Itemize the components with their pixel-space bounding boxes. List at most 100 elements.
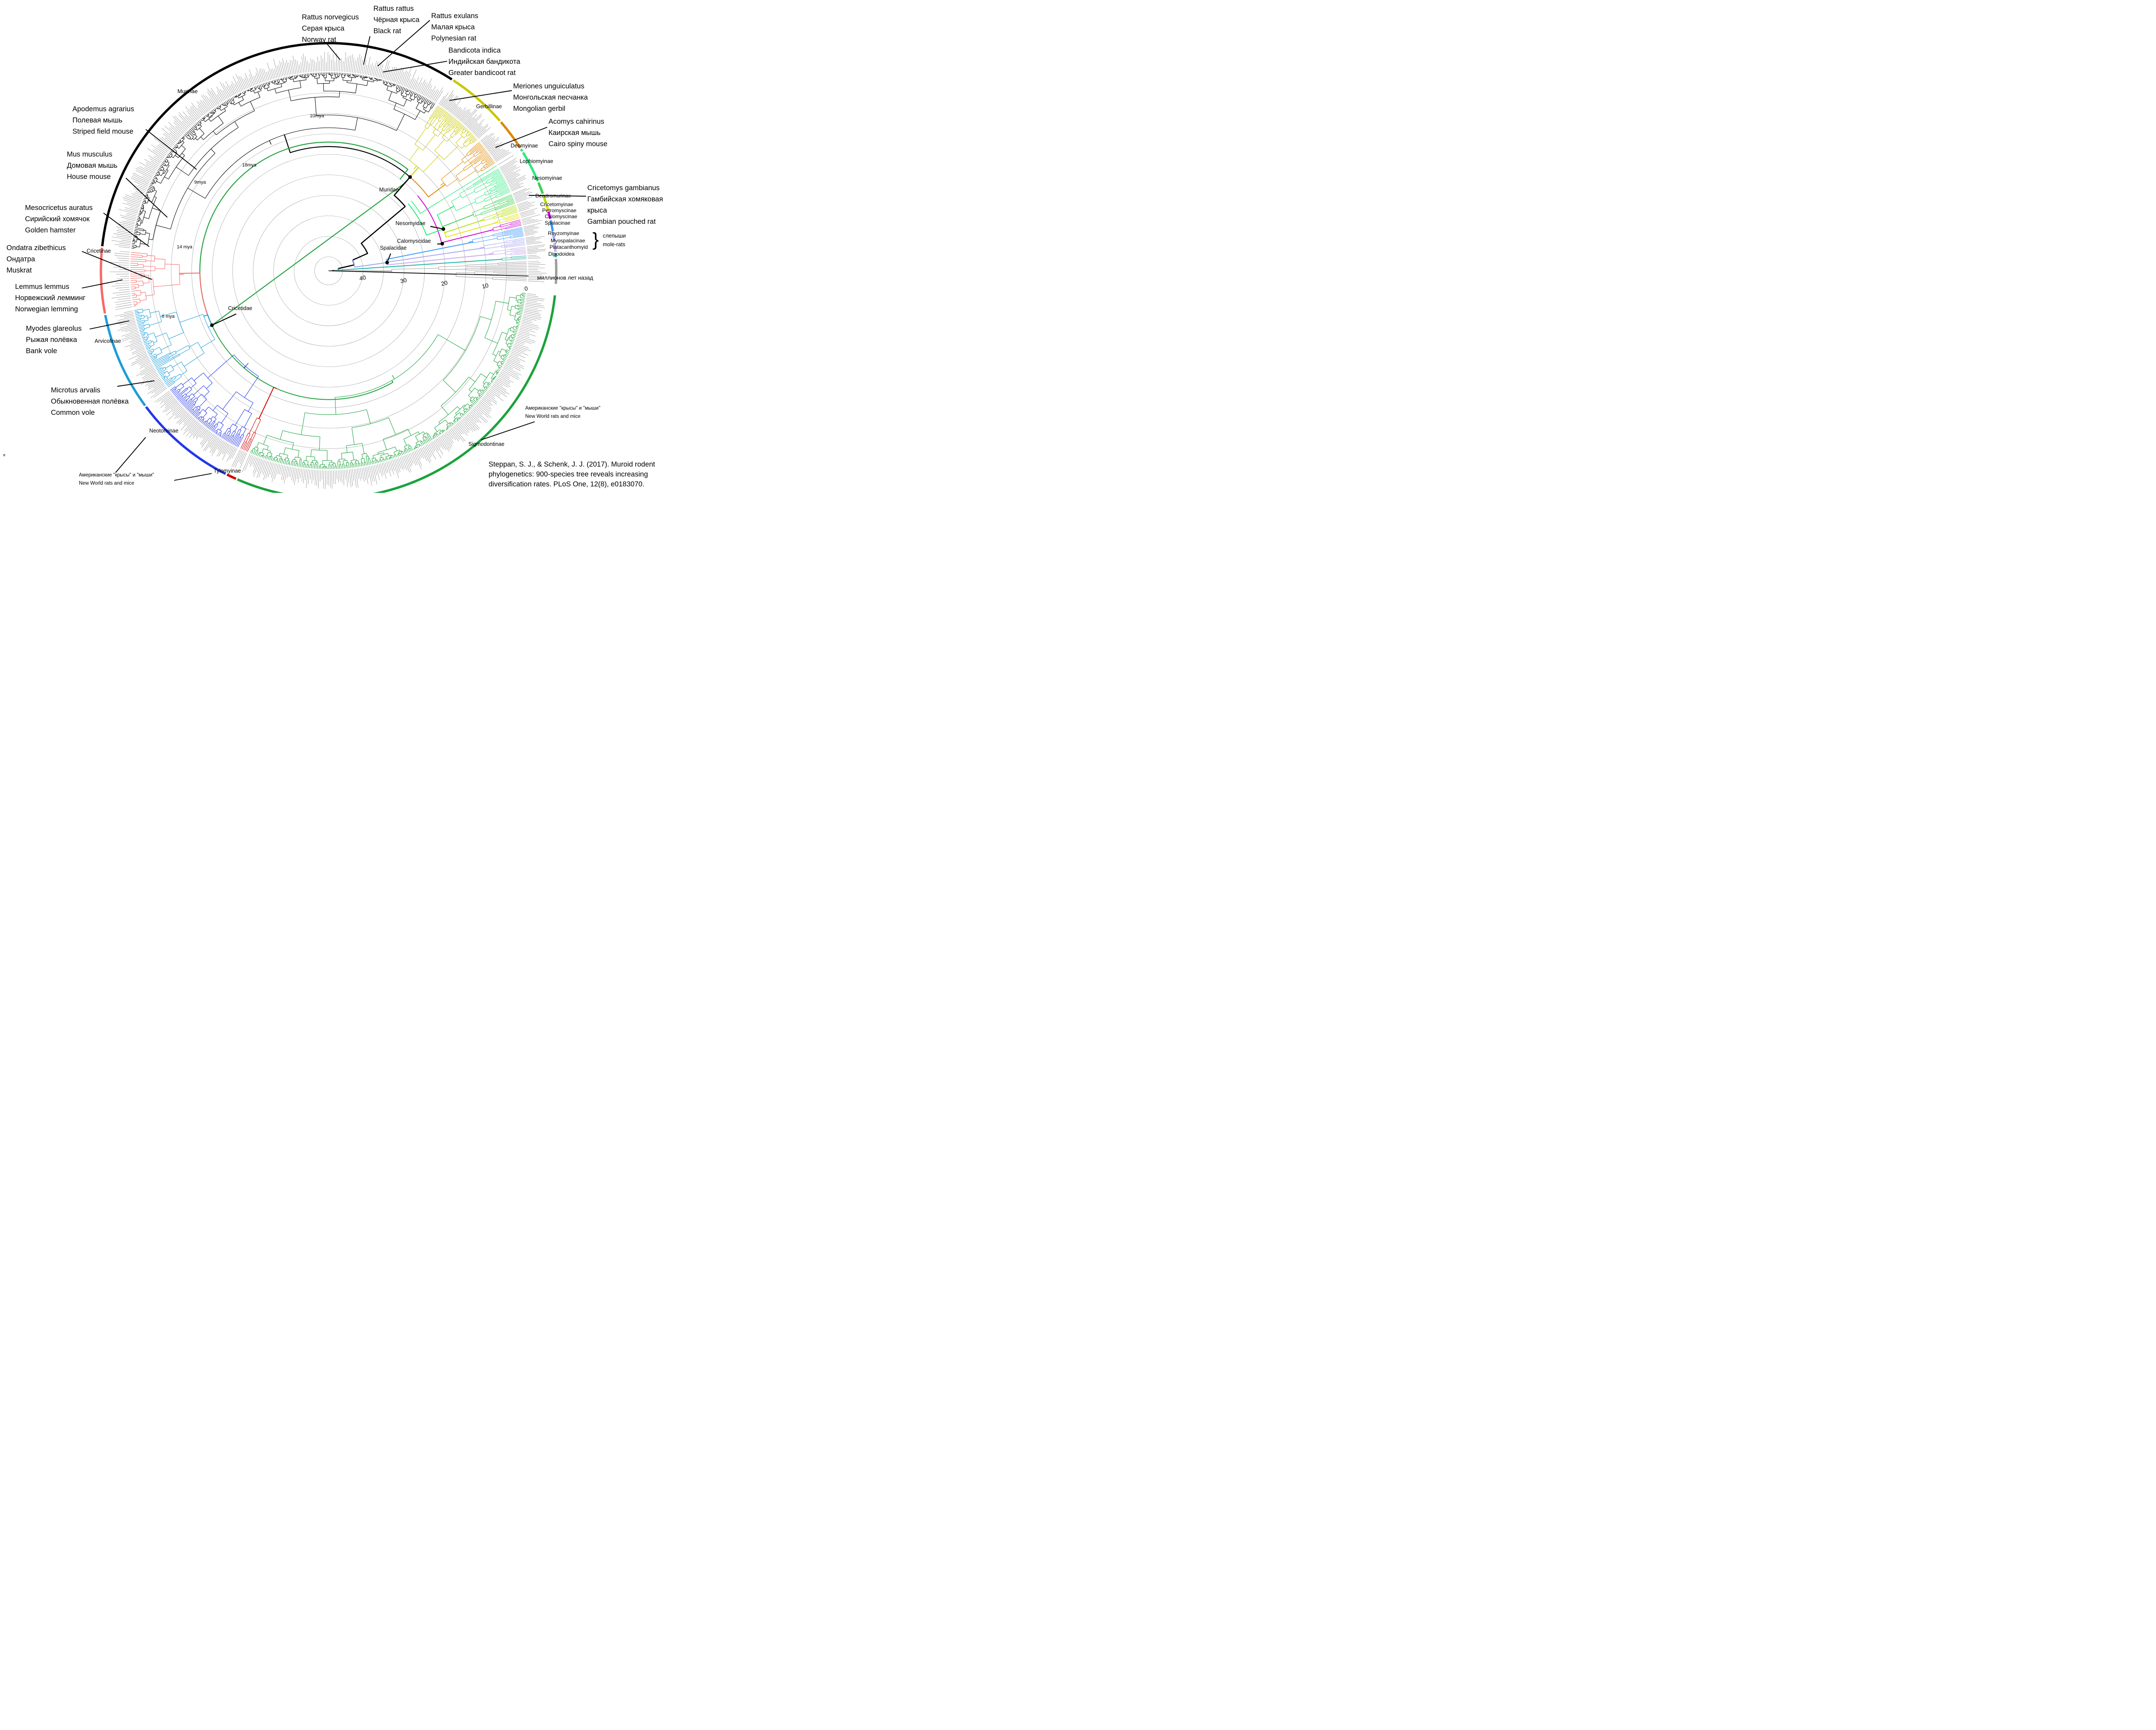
clade-outer-arcs [100,42,558,493]
callout-line: Чёрная крыса [373,16,420,24]
mole-rats-line: mole-rats [603,241,625,248]
tree-svg: 40 30 20 10 0 миллионов лет назад Muridae Nesom… [3,5,663,493]
clade-arc-nesomyinae [522,152,539,182]
species-tip-labels [109,52,547,489]
clade-arc-murinae [101,42,453,247]
callout-new-world-left: Американские "крысы" и "мыши" New World r… [79,437,212,486]
callout-line: Рыжая полёвка [26,336,77,344]
callout-line: Rattus exulans [431,12,478,20]
backbone-path-14 [443,222,498,238]
clade-label-neotominae: Neotominae [149,428,178,434]
clade-label-arvicolinae: Arvicolinae [94,338,121,344]
axis-tick-10: 10 [481,282,489,290]
callout-line: Polynesian rat [431,34,476,42]
callout-line: Golden hamster [25,226,76,234]
callout-line: Ондатра [6,255,35,263]
callout-line: Norway rat [302,36,336,44]
grid-ring-10mya [171,113,486,429]
clade-fan-rhyzomyinae [479,238,526,249]
callout-myodes-glareolus: Myodes glareolus Рыжая полёвка Bank vole [26,320,130,355]
clade-label-myospalacinae: Myospalacinae [551,238,585,244]
callout-line: New World rats and mice [525,414,580,419]
clade-label-spalacinae: Spalacinae [545,220,570,226]
backbone-path-13 [443,219,485,233]
clade-label-e: e [3,453,5,457]
backbone-path-2 [410,167,419,178]
clade-arc-rhyzomyinae [552,232,556,242]
clade-fan-sigmodontinae [250,293,526,470]
clade-fan-dipodoidea [387,261,527,281]
callout-line: Домовая мышь [67,162,117,169]
callout-rattus-norvegicus: Rattus norvegicus Серая крыса Norway rat [302,13,359,60]
clade-name-labels: Murinae Gerbillinae Deomyinae Lophiomyinae N… [3,88,588,474]
clade-fan-murinae [131,72,436,249]
callout-line: Mongolian gerbil [513,105,565,113]
callout-line: Обыкновенная полёвка [51,398,129,405]
backbone-path-21 [244,366,246,369]
clade-fan-gerbillinae [409,105,477,172]
backbone-branches [179,134,503,420]
callout-line: Meriones unguiculatus [513,82,584,90]
callout-line: Mesocricetus auratus [25,204,93,212]
callout-line: Американские "крысы" и "мыши" [79,473,154,478]
clade-fans [130,72,527,470]
axis-tick-20: 20 [441,279,448,287]
callout-meriones-unguiculatus: Meriones unguiculatus Монгольская песчанк… [449,82,588,113]
callout-line: Apodemus agrarius [72,105,134,113]
clade-label-tylomyinae: Tylomyinae [213,468,241,474]
callout-line: Сирийский хомячок [25,215,90,223]
callout-line: Norwegian lemming [15,305,78,313]
clade-label-rhyzomyinae: Rhyzomyinae [548,230,580,236]
clade-arc-gerbillinae [452,79,501,122]
callout-line: Bank vole [26,347,57,355]
backbone-path-4 [338,259,503,271]
clade-label-deomyinae: Deomyinae [511,143,538,149]
clade-fan-calomyscinae [489,219,522,232]
backbone-path-3 [410,176,446,197]
grid-ring-20mya [212,154,445,388]
callout-line: Гамбийская хомяковая [587,195,663,203]
callout-line: Microtus arvalis [51,386,100,394]
clade-arc-spalacinae [549,220,554,232]
clade-fan-dendromurinae [469,194,515,217]
node-dot-calomyscidae [440,242,444,246]
callout-line: Common vole [51,409,95,417]
ring-label-14mya: 14 mya [177,244,193,250]
callout-line: Rattus rattus [373,5,414,13]
callout-line: Cricetomys gambianus [587,184,660,192]
axis-tick-40: 40 [359,274,367,282]
callout-line: Малая крыса [431,23,475,31]
backbone-path-10 [408,203,444,236]
mya-ring-labels: 10mya 18mya 9mya 14 mya 6 mya [162,113,324,319]
clade-fan-nesomyinae [450,168,511,211]
callout-bandicota-indica: Bandicota indica Индийская бандикота Great… [382,47,520,77]
time-axis: 40 30 20 10 0 миллионов лет назад [328,270,593,292]
ring-label-10mya: 10mya [310,113,324,119]
callout-line: крыса [587,207,608,214]
phylogenetic-tree-figure: 40 30 20 10 0 миллионов лет назад Muridae Nesom… [0,0,676,493]
clade-label-cricetinae: Cricetinae [87,248,111,254]
node-dot-nesomyidae [441,227,445,231]
grid-ring-15mya [191,134,466,408]
callout-line: Каирская мышь [548,129,601,137]
callout-line: House mouse [67,173,111,181]
node-dot-spalacidae [385,260,389,265]
callout-acomys-cahirinus: Acomys cahirinus Каирская мышь Cairo spiny… [495,118,608,148]
clade-arc-platacanthomyid [554,253,557,257]
clade-arc-deomyinae [500,121,521,149]
axis-tick-0: 0 [524,285,528,292]
callout-line: Серая крыса [302,25,345,32]
backbone-path-18 [179,273,213,326]
callout-mus-musculus: Mus musculus Домовая мышь House mouse [67,150,168,218]
callout-line: Полевая мышь [72,116,122,124]
backbone-path-16 [211,182,406,326]
clade-fan-neotominae [170,354,259,448]
clade-arc-neotominae [145,406,226,475]
callout-line: Myodes glareolus [26,325,81,332]
callout-microtus-arvalis: Microtus arvalis Обыкновенная полёвка Comm… [51,380,155,417]
mole-rats-line: слепыши [603,233,626,239]
callout-apodemus-agrarius: Apodemus agrarius Полевая мышь Striped fie… [72,105,197,170]
clade-arc-tylomyinae [226,473,237,480]
clade-label-dipodoidea: Dipodoidea [548,251,575,257]
clade-arc-arvicolinae [104,315,146,407]
